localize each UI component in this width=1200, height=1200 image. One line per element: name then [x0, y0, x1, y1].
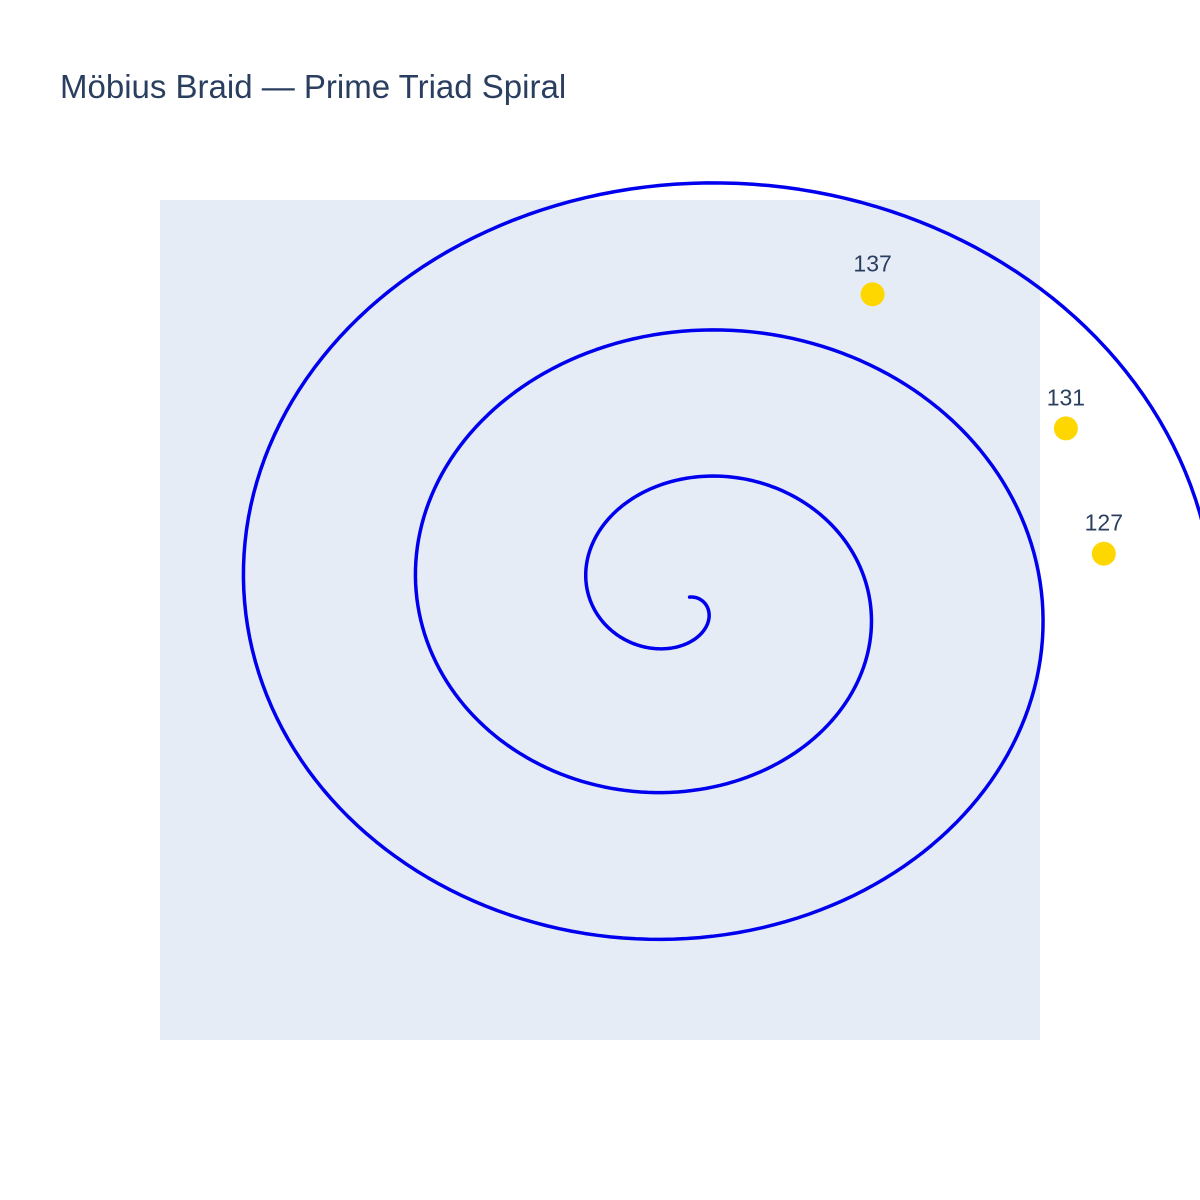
spiral-line [241, 181, 1200, 942]
prime-label-131: 131 [1047, 384, 1085, 410]
plot-area: 127 131 137 [241, 181, 1200, 942]
prime-label-137: 137 [853, 250, 891, 276]
prime-marker-137[interactable] [860, 282, 885, 307]
chart-title: Möbius Braid — Prime Triad Spiral [60, 68, 567, 105]
prime-label-127: 127 [1085, 510, 1123, 536]
prime-marker-131[interactable] [1053, 416, 1078, 441]
prime-marker-127[interactable] [1091, 541, 1116, 566]
marker-group: 127 131 137 [853, 250, 1123, 566]
